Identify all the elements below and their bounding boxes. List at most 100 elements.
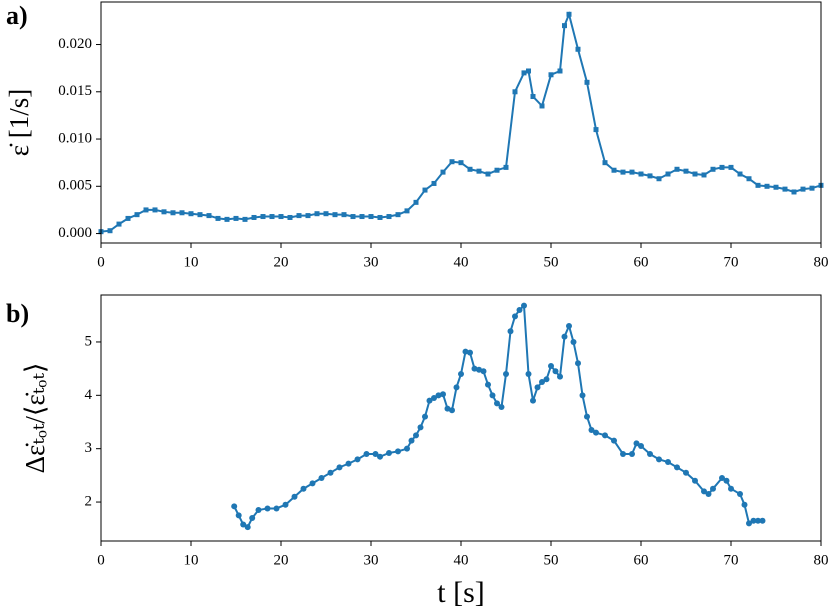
- data-point: [728, 164, 734, 170]
- data-point: [282, 501, 289, 508]
- axes-frame: [100, 1, 822, 244]
- data-point: [408, 437, 415, 444]
- data-point: [683, 168, 689, 174]
- data-point: [548, 362, 554, 369]
- y-tick-label: 0.010: [58, 130, 92, 146]
- data-point: [449, 159, 455, 165]
- data-point: [125, 215, 131, 221]
- data-point: [746, 520, 752, 527]
- data-point: [656, 456, 662, 463]
- data-point: [494, 400, 500, 407]
- data-point: [723, 477, 730, 484]
- data-point: [755, 517, 761, 524]
- data-point: [444, 405, 451, 412]
- x-tick-label: 60: [634, 254, 649, 270]
- data-point: [269, 214, 275, 220]
- data-point: [309, 480, 316, 487]
- data-point: [575, 360, 581, 367]
- data-point: [462, 348, 469, 355]
- data-point: [611, 167, 617, 173]
- data-point: [656, 176, 662, 182]
- data-point: [570, 338, 577, 345]
- data-point: [395, 212, 401, 218]
- data-point: [287, 214, 293, 220]
- data-point: [557, 373, 563, 380]
- data-point: [710, 166, 716, 172]
- data-point: [359, 214, 365, 220]
- data-point: [489, 392, 496, 399]
- data-point: [498, 404, 505, 411]
- data-point: [773, 184, 779, 190]
- x-tick-label: 60: [634, 552, 649, 568]
- data-point: [566, 11, 572, 17]
- data-point: [620, 451, 626, 458]
- data-point: [426, 397, 433, 404]
- data-point: [507, 328, 514, 335]
- data-point: [422, 413, 428, 420]
- data-point: [116, 221, 122, 227]
- data-point: [413, 432, 419, 439]
- data-point: [530, 94, 536, 100]
- data-point: [255, 507, 262, 514]
- data-point: [800, 186, 806, 192]
- data-point: [557, 68, 563, 74]
- data-point: [791, 189, 797, 195]
- data-point: [584, 79, 590, 85]
- data-point: [521, 70, 527, 76]
- x-tick-label: 20: [274, 254, 289, 270]
- data-point: [764, 183, 770, 189]
- data-point: [638, 171, 644, 177]
- data-point: [323, 211, 329, 217]
- data-point: [188, 211, 194, 217]
- data-point: [231, 503, 238, 510]
- x-tick-label: 0: [97, 552, 105, 568]
- data-point: [539, 378, 545, 385]
- data-point: [683, 469, 689, 476]
- data-point: [705, 491, 712, 498]
- data-point: [692, 171, 698, 177]
- data-point: [512, 89, 518, 95]
- data-point: [368, 214, 374, 220]
- data-point: [516, 306, 523, 313]
- data-point: [458, 370, 464, 377]
- data-point: [521, 302, 527, 309]
- data-point: [638, 443, 644, 450]
- data-point: [701, 172, 707, 178]
- data-point: [579, 392, 586, 399]
- data-point: [215, 215, 221, 221]
- data-point: [327, 469, 334, 476]
- data-point: [503, 370, 509, 377]
- data-point: [534, 384, 541, 391]
- data-point: [530, 397, 536, 404]
- data-point: [665, 459, 671, 466]
- x-tick-label: 10: [184, 552, 199, 568]
- y-tick-label: 0.005: [58, 178, 92, 194]
- data-point: [179, 210, 185, 216]
- data-point: [692, 477, 698, 484]
- data-point: [314, 211, 320, 217]
- data-point: [260, 214, 266, 220]
- data-point: [611, 437, 617, 444]
- x-tick-label: 0: [97, 254, 105, 270]
- data-point: [404, 208, 410, 214]
- data-point: [539, 103, 545, 109]
- x-tick-label: 70: [724, 254, 739, 270]
- data-point: [244, 524, 251, 531]
- data-point: [350, 214, 356, 220]
- data-point: [386, 449, 392, 456]
- data-point: [503, 164, 509, 170]
- data-point: [273, 505, 280, 512]
- y-axis-label: Δε̇ₜₒₜ/⟨ε̇ₜₒₜ⟩: [20, 363, 50, 474]
- data-point: [476, 168, 482, 174]
- data-point: [633, 440, 640, 447]
- data-line: [233, 303, 763, 529]
- x-tick-label: 10: [184, 254, 199, 270]
- data-point: [759, 517, 766, 524]
- data-point: [602, 160, 608, 166]
- data-point: [363, 451, 370, 458]
- data-point: [593, 429, 599, 436]
- data-point: [674, 464, 680, 471]
- data-point: [341, 212, 347, 218]
- data-point: [746, 176, 752, 182]
- data-point: [629, 169, 635, 175]
